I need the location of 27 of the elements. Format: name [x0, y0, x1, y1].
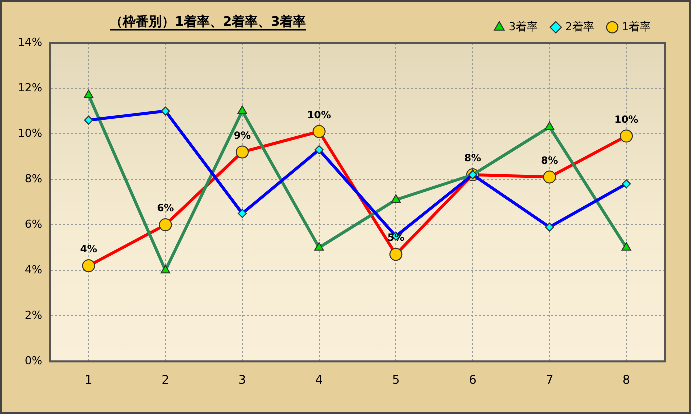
data-label: 10% — [307, 110, 332, 122]
y-tick-label: 6% — [24, 218, 42, 231]
x-tick-label: 1 — [85, 372, 93, 387]
y-tick-label: 4% — [24, 263, 42, 276]
chart-title: （枠番別）1着率、2着率、3着率 — [110, 14, 306, 30]
y-tick-label: 14% — [18, 36, 42, 49]
x-tick-label: 6 — [469, 372, 477, 387]
legend-label: 1着率 — [622, 20, 651, 34]
legend-label: 2着率 — [566, 20, 595, 34]
data-label: 6% — [157, 204, 174, 215]
y-tick-label: 10% — [18, 126, 42, 140]
legend-label: 3着率 — [509, 20, 538, 34]
data-label: 4% — [80, 244, 98, 256]
y-tick-label: 2% — [24, 308, 42, 322]
x-tick-label: 2 — [162, 372, 170, 387]
x-tick-label: 8 — [622, 372, 630, 387]
data-label: 8% — [541, 156, 558, 167]
data-label: 9% — [234, 130, 251, 142]
x-tick-label: 4 — [315, 372, 324, 387]
x-tick-label: 7 — [546, 372, 554, 387]
data-label: 10% — [614, 114, 639, 126]
x-tick-label: 5 — [392, 372, 400, 387]
data-label: 8% — [464, 154, 482, 165]
y-tick-label: 8% — [24, 172, 42, 186]
x-tick-label: 3 — [238, 372, 246, 387]
y-tick-label: 0% — [24, 354, 42, 368]
y-tick-label: 12% — [18, 81, 42, 94]
